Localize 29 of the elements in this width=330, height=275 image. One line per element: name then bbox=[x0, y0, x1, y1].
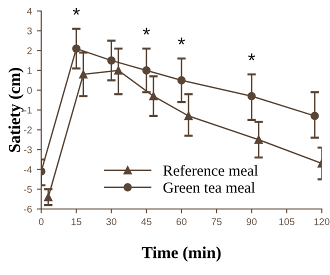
legend-label: Green tea meal bbox=[163, 182, 255, 193]
y-tick-label: -1 bbox=[24, 106, 32, 114]
x-tick-label: 15 bbox=[72, 218, 82, 226]
y-tick-label: 4 bbox=[27, 8, 32, 15]
x-tick-label: 75 bbox=[212, 218, 222, 226]
annotation: * bbox=[142, 28, 150, 35]
y-tick-label: 2 bbox=[27, 47, 32, 54]
x-tick-label: 45 bbox=[141, 218, 152, 226]
y-tick-label: -6 bbox=[24, 206, 32, 213]
y-tick-label: -2 bbox=[24, 126, 32, 134]
legend-label: Reference meal bbox=[163, 164, 258, 176]
x-tick-label: 90 bbox=[246, 218, 257, 226]
x-tick-label: 60 bbox=[176, 218, 187, 226]
annotation: * bbox=[248, 54, 256, 60]
y-axis-title: Satiety (cm) bbox=[8, 68, 24, 152]
x-tick-label: 0 bbox=[38, 218, 44, 226]
x-axis-title: Time (min) bbox=[142, 246, 221, 262]
y-tick-label: 1 bbox=[28, 67, 32, 74]
x-tick-label: 30 bbox=[106, 218, 116, 226]
annotation: * bbox=[178, 38, 185, 44]
y-tick-label: -3 bbox=[24, 146, 32, 154]
x-tick-label: 120 bbox=[314, 218, 330, 226]
annotation: * bbox=[72, 8, 80, 15]
y-tick-label: -5 bbox=[24, 186, 32, 193]
x-tick-label: 105 bbox=[279, 218, 294, 226]
y-tick-label: 0 bbox=[27, 86, 32, 94]
point bbox=[149, 92, 158, 100]
y-tick-label: -4 bbox=[24, 166, 32, 173]
y-tick-label: 3 bbox=[27, 28, 32, 34]
